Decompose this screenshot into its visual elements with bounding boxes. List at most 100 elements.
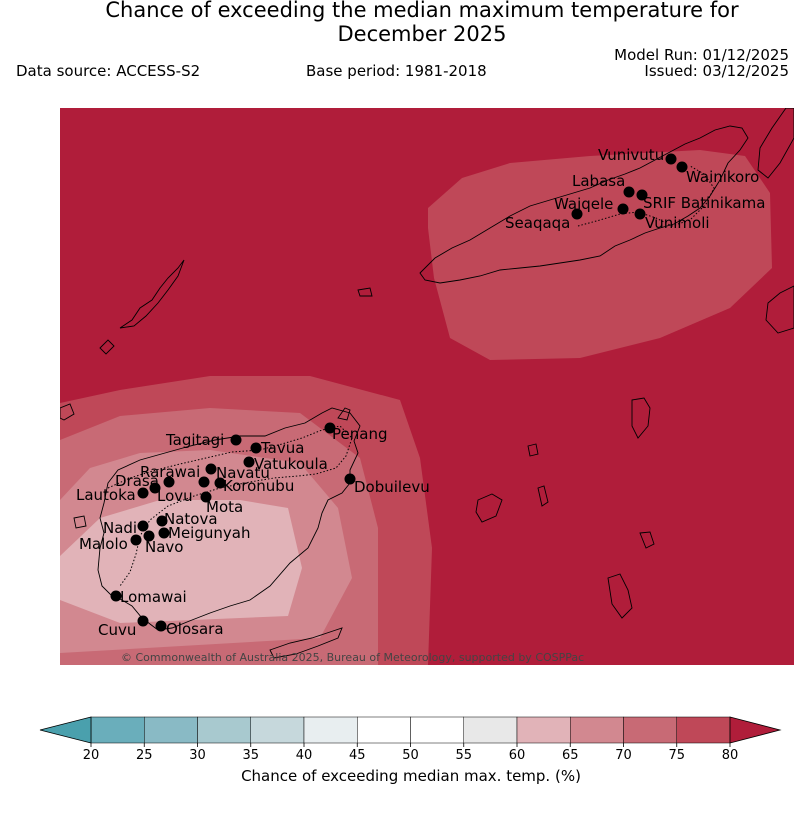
station-label-waiqele: Waiqele bbox=[554, 195, 613, 213]
station-label-cuvu: Cuvu bbox=[98, 621, 136, 639]
station-marker-malolo bbox=[130, 534, 142, 546]
taveuni-coast bbox=[757, 108, 794, 179]
colorbar-tick-label: 60 bbox=[509, 748, 526, 763]
station-label-seaqaqa: Seaqaqa bbox=[505, 214, 570, 232]
station-label-mota: Mota bbox=[206, 498, 243, 516]
copyright-notice: © Commonwealth of Australia 2025, Bureau… bbox=[121, 651, 584, 664]
colorbar-tick-label: 80 bbox=[722, 748, 739, 763]
station-label-rarawai: Rarawai bbox=[140, 463, 200, 481]
lau-island-6 bbox=[527, 443, 539, 457]
colorbar-tick-label: 70 bbox=[615, 748, 632, 763]
kadavu-coast bbox=[269, 627, 343, 659]
colorbar-tick-label: 75 bbox=[668, 748, 685, 763]
colorbar: 20 25 30 35 40 45 50 55 60 65 70 75 80 bbox=[39, 716, 782, 763]
station-marker-cuvu bbox=[137, 615, 149, 627]
station-marker-penang bbox=[324, 422, 336, 434]
colorbar-swatches bbox=[90, 716, 731, 744]
station-label-natova: Natova bbox=[164, 510, 218, 528]
lau-island-1 bbox=[631, 397, 651, 439]
station-label-malolo: Malolo bbox=[79, 535, 128, 553]
station-marker-vatukoula bbox=[243, 456, 255, 468]
station-marker-wainikoro bbox=[676, 161, 688, 173]
station-label-vunimoli: Vunimoli bbox=[645, 214, 710, 232]
base-period: Base period: 1981-2018 bbox=[306, 62, 487, 80]
station-label-penang: Penang bbox=[332, 425, 387, 443]
colorbar-tick-label: 40 bbox=[296, 748, 313, 763]
colorbar-tick-label: 25 bbox=[136, 748, 153, 763]
chart-title: Chance of exceeding the median maximum t… bbox=[0, 0, 804, 46]
lau-island-4 bbox=[537, 485, 549, 507]
lau-island-2 bbox=[607, 573, 633, 619]
colorbar-swatch bbox=[144, 716, 198, 744]
colorbar-swatch bbox=[463, 716, 518, 744]
station-marker-olosara bbox=[155, 620, 167, 632]
issued-date: Issued: 03/12/2025 bbox=[644, 62, 789, 80]
station-markers bbox=[110, 153, 688, 632]
vanua-levu-boundary bbox=[577, 165, 715, 227]
station-marker-navatu bbox=[198, 476, 210, 488]
colorbar-swatch bbox=[197, 716, 251, 744]
colorbar-swatch bbox=[623, 716, 677, 744]
title-line-2: December 2025 bbox=[337, 22, 507, 46]
station-marker-labasa bbox=[623, 186, 635, 198]
lomaiviti-islet bbox=[73, 515, 87, 529]
title-line-1: Chance of exceeding the median maximum t… bbox=[105, 0, 739, 22]
model-run: Model Run: 01/12/2025 bbox=[614, 46, 789, 64]
colorbar-tick-label: 30 bbox=[189, 748, 206, 763]
data-source: Data source: ACCESS-S2 bbox=[16, 62, 201, 80]
station-label-lomawai: Lomawai bbox=[120, 588, 187, 606]
contour-70-80-northeast bbox=[428, 150, 772, 360]
station-marker-lomawai bbox=[110, 590, 122, 602]
forecast-map: Vunivutu Wainikoro Labasa SRIF Batinikam… bbox=[60, 108, 794, 665]
station-marker-koronubu bbox=[214, 477, 226, 489]
station-label-vatukoula: Vatukoula bbox=[254, 455, 328, 473]
yasawa-islands bbox=[119, 259, 185, 329]
station-marker-dobuilevu bbox=[344, 473, 356, 485]
station-label-meigunyah: Meigunyah bbox=[168, 524, 250, 542]
colorbar-tick-label: 35 bbox=[242, 748, 259, 763]
lau-island-7 bbox=[357, 287, 373, 297]
station-marker-mota bbox=[200, 491, 212, 503]
station-marker-rarawai bbox=[205, 463, 217, 475]
station-marker-navo bbox=[143, 530, 155, 542]
colorbar-tick-label: 50 bbox=[402, 748, 419, 763]
west-islet bbox=[60, 403, 75, 421]
colorbar-swatch bbox=[357, 716, 411, 744]
east-island-coast bbox=[765, 285, 794, 334]
station-marker-drasa bbox=[163, 476, 175, 488]
station-marker-srif-batinikama bbox=[636, 189, 648, 201]
station-label-lovu: Lovu bbox=[157, 487, 193, 505]
coastlines bbox=[60, 108, 794, 659]
station-label-wainikoro: Wainikoro bbox=[686, 168, 759, 186]
lau-island-3 bbox=[475, 493, 503, 523]
station-labels: Vunivutu Wainikoro Labasa SRIF Batinikam… bbox=[76, 146, 765, 639]
station-label-navatu: Navatu bbox=[216, 464, 270, 482]
station-marker-vunimoli bbox=[634, 208, 646, 220]
station-marker-nadi bbox=[137, 520, 149, 532]
station-label-nadi: Nadi bbox=[103, 519, 137, 537]
station-marker-natova bbox=[156, 515, 168, 527]
colorbar-ticks: 20 25 30 35 40 45 50 55 60 65 70 75 80 bbox=[83, 743, 739, 763]
viti-levu-coast bbox=[97, 407, 361, 631]
station-label-koronubu: Koronubu bbox=[223, 477, 294, 495]
yasawa-islands-2 bbox=[99, 339, 115, 355]
station-label-drasa: Drasa bbox=[115, 472, 159, 490]
colorbar-over-arrow bbox=[729, 716, 782, 744]
contour-55-60 bbox=[60, 500, 302, 623]
station-label-dobuilevu: Dobuilevu bbox=[354, 478, 430, 496]
colorbar-swatch bbox=[570, 716, 624, 744]
colorbar-tick-label: 45 bbox=[349, 748, 366, 763]
colorbar-swatch bbox=[410, 716, 464, 744]
station-label-vunivutu: Vunivutu bbox=[598, 146, 664, 164]
vanua-levu-coast bbox=[419, 125, 749, 284]
station-marker-vunivutu bbox=[665, 153, 677, 165]
colorbar-swatch bbox=[303, 716, 358, 744]
station-label-labasa: Labasa bbox=[572, 172, 625, 190]
colorbar-under-arrow bbox=[39, 716, 92, 744]
station-marker-lautoka bbox=[137, 487, 149, 499]
colorbar-swatch bbox=[250, 716, 305, 744]
station-marker-lovu bbox=[149, 482, 161, 494]
colorbar-swatch bbox=[90, 716, 145, 744]
station-marker-waiqele bbox=[617, 203, 629, 215]
station-label-srif-batinikama: SRIF Batinikama bbox=[643, 194, 765, 212]
